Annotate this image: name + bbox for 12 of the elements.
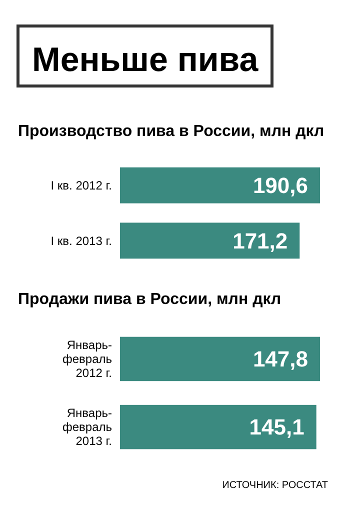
text: ИСТОЧНИК: РОССТАТ <box>222 480 328 491</box>
chart-title: Меньше пива <box>32 41 260 79</box>
chart-subtitle: Производство пива в России, млн дкл <box>18 123 324 140</box>
data-label: 145,1 <box>249 414 304 440</box>
data-label: 147,8 <box>252 346 308 372</box>
chart-title: Продажи пива в России, млн дкл <box>18 291 282 308</box>
data-label: 171,2 <box>232 228 288 254</box>
y-tick-label: Январь-февраль 2013 г. <box>62 406 112 448</box>
y-tick-label: I кв. 2012 г. <box>50 178 112 193</box>
y-tick-label: I кв. 2013 г. <box>50 234 112 248</box>
data-label: 190,6 <box>252 173 308 198</box>
y-tick-label: Январь-февраль 2012 г. <box>62 338 112 380</box>
